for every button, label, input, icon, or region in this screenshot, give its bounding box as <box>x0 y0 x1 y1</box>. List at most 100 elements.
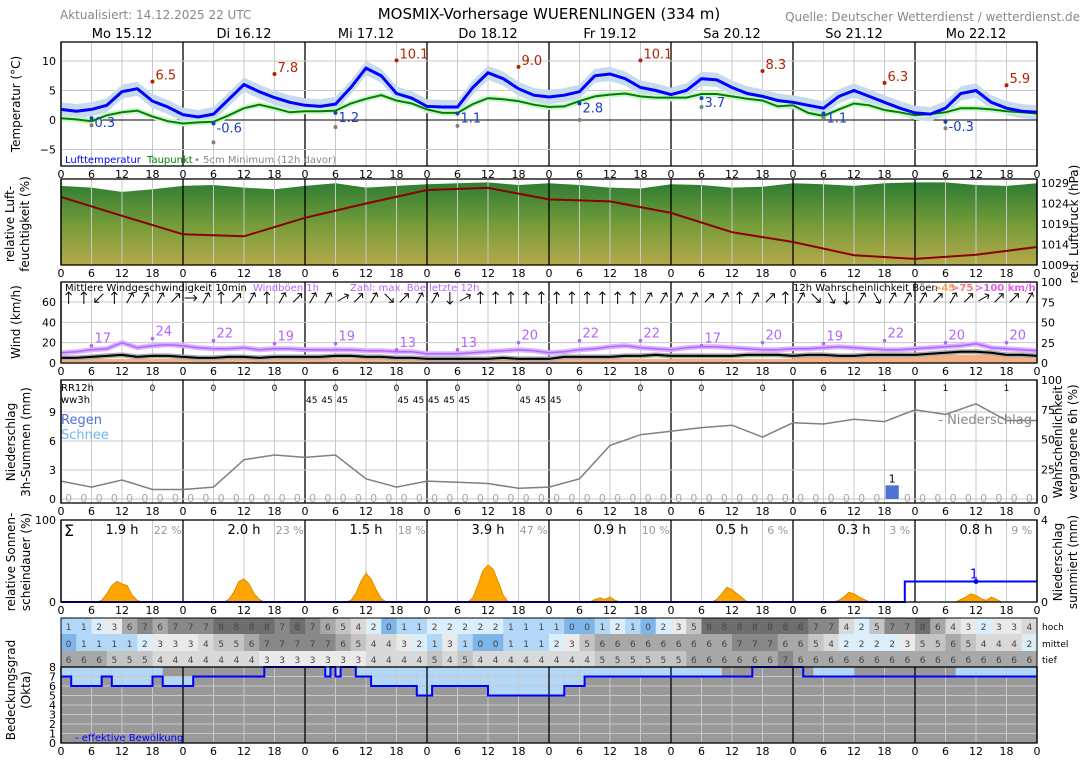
arrow-shaft <box>141 292 149 304</box>
cloud-cell-value: 5 <box>218 640 224 650</box>
arrow-head <box>782 291 789 296</box>
arrow-head <box>477 291 484 296</box>
ground-min-point <box>333 125 338 130</box>
max-temp-point <box>638 58 643 63</box>
gust-max-point <box>1004 340 1009 345</box>
precip-zero-label: 0 <box>919 492 926 505</box>
wind-direction-arrow <box>827 292 836 304</box>
precip-zero-label: 0 <box>797 492 804 505</box>
cloud-cell-value: 2 <box>981 623 987 633</box>
cloud-cell-value: 7 <box>203 623 209 633</box>
cloud-x-tick: 0 <box>180 745 187 758</box>
cloud-cell <box>411 618 428 634</box>
precip-axis-label: Niederschlag <box>4 403 18 481</box>
cloud-cell <box>655 634 672 651</box>
precip-zero-label: 0 <box>416 492 423 505</box>
cloud-cell <box>564 651 580 667</box>
arrow-shaft <box>309 292 317 304</box>
cloud-cell <box>777 618 794 634</box>
ww-code: 45 <box>535 396 546 406</box>
wind-x-tick: 18 <box>1000 365 1014 378</box>
cloud-cell <box>61 634 77 651</box>
precip-x-tick: 18 <box>268 505 282 518</box>
cloud-cell <box>976 618 992 634</box>
cloud-cell <box>610 618 626 634</box>
gust-prob-bar <box>610 358 671 363</box>
cloud-cell <box>183 634 199 651</box>
wind-direction-arrow <box>614 291 621 304</box>
sun-x-tick: 6 <box>576 604 583 617</box>
cloud-cell-value: 1 <box>127 640 133 650</box>
precip-x-tick: 18 <box>756 505 770 518</box>
temp-x-tick: 0 <box>58 168 65 181</box>
precip-zero-label: 0 <box>1026 492 1033 505</box>
precip-bar-label: 1 <box>889 472 896 485</box>
precip-y-tick: 9 <box>49 406 56 419</box>
daily-sunshine-hours: 3.9 h <box>471 523 504 538</box>
arrow-shaft <box>231 293 241 303</box>
precip-zero-label: 0 <box>904 492 911 505</box>
cloud-cell <box>289 634 306 651</box>
cloud-cell <box>198 651 214 667</box>
cloud-cell <box>198 634 214 651</box>
cloud-cell <box>976 634 992 651</box>
cloud-cell <box>701 618 718 634</box>
arrow-shaft <box>919 292 927 304</box>
arrow-head <box>175 293 181 298</box>
cloud-cell-value: 1 <box>112 640 118 650</box>
cloud-grey-area <box>854 667 956 677</box>
hum-x-tick: 0 <box>668 267 675 280</box>
wind-direction-arrow <box>156 292 165 304</box>
precip-zero-label: 0 <box>202 492 209 505</box>
cloud-cell-value: 6 <box>1011 656 1017 666</box>
sun-x-tick: 6 <box>942 604 949 617</box>
arrow-head <box>843 300 850 305</box>
sunshine-area <box>218 578 270 603</box>
cloud-cell-value: 6 <box>828 656 834 666</box>
sun-x-tick: 18 <box>268 604 282 617</box>
wind-x-tick: 0 <box>58 365 65 378</box>
cloud-cell <box>610 634 626 651</box>
cloud-cell-value: 5 <box>645 656 651 666</box>
wind-direction-arrow <box>994 293 1004 303</box>
temp-x-tick: 18 <box>756 168 770 181</box>
cloud-cell <box>533 634 550 651</box>
temp-y-tick: 5 <box>49 85 56 98</box>
arrow-shaft <box>170 293 180 303</box>
cloud-cell <box>838 634 855 651</box>
cloud-cell <box>152 618 169 634</box>
precip-zero-label: 0 <box>523 492 530 505</box>
arrow-head <box>433 292 440 298</box>
temp-x-tick: 12 <box>481 168 495 181</box>
legend-precip-prob: - Niederschlag <box>938 413 1032 428</box>
precip-x-tick: 0 <box>302 505 309 518</box>
cloud-cell <box>320 634 336 651</box>
pressure-tick: 1014 <box>1041 239 1069 252</box>
temp-x-tick: 12 <box>725 168 739 181</box>
cloud-cell-value: 6 <box>706 640 712 650</box>
cloud-cell <box>854 634 870 651</box>
cloud-x-tick: 6 <box>332 745 339 758</box>
gust-max-point <box>577 338 582 343</box>
legend-75: >75 <box>951 283 973 294</box>
arrow-shaft <box>431 292 439 304</box>
arrow-head <box>263 291 271 296</box>
arrow-shaft <box>751 292 759 304</box>
sun-axis-label: relative Sonnen- <box>4 513 18 612</box>
wind-direction-arrow <box>263 291 271 304</box>
wind-direction-arrow <box>903 292 912 304</box>
arrow-head <box>753 292 760 298</box>
cloud-cell-value: 5 <box>584 640 590 650</box>
hum-x-tick: 18 <box>390 267 404 280</box>
temp-x-tick: 0 <box>546 168 553 181</box>
hum-x-tick: 18 <box>1000 267 1014 280</box>
precip-zero-label: 0 <box>721 492 728 505</box>
cloud-cell-value: 6 <box>935 623 941 633</box>
wind-direction-arrow <box>231 293 242 303</box>
hum-x-tick: 6 <box>88 267 95 280</box>
min-temp-point <box>333 110 338 115</box>
cloud-cell-value: 4 <box>401 656 407 666</box>
wind-direction-arrow <box>202 292 211 304</box>
cloud-cell-value: 6 <box>691 656 697 666</box>
cloud-cell <box>625 651 641 667</box>
